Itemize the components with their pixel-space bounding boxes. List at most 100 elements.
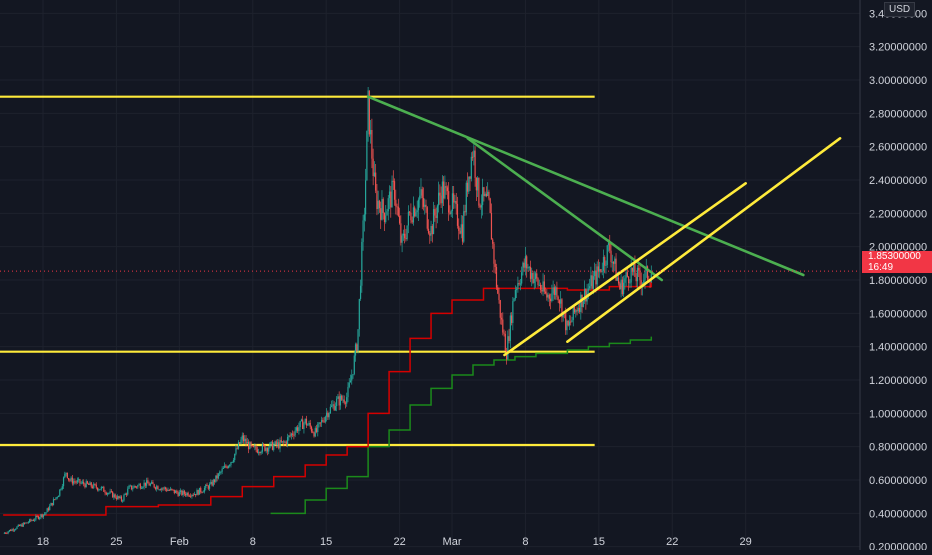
- candle-body: [84, 484, 86, 488]
- trendline: [466, 137, 664, 282]
- candle-body: [307, 424, 309, 426]
- candle-body: [105, 493, 107, 495]
- candle-body: [323, 421, 325, 423]
- fast-moving-average-line: [3, 281, 653, 516]
- candle-body: [132, 488, 134, 490]
- candle-body: [344, 402, 347, 404]
- countdown-timer: 16:49: [868, 262, 894, 273]
- candle-body: [318, 422, 320, 425]
- candle-body: [328, 413, 330, 418]
- candle-body: [50, 502, 52, 506]
- candle-body: [120, 496, 123, 501]
- candle-body: [576, 310, 578, 312]
- trendlines[interactable]: [366, 95, 842, 357]
- y-tick-label: 1.00000000: [869, 408, 927, 420]
- candle-body: [275, 441, 277, 445]
- candle-body: [611, 261, 613, 263]
- y-tick-label: 0.80000000: [869, 442, 927, 454]
- candle-body: [337, 396, 339, 399]
- candle-body: [309, 422, 311, 427]
- candle-body: [314, 428, 316, 437]
- candle-body: [172, 489, 174, 491]
- candle-body: [522, 262, 524, 273]
- candle-body: [439, 192, 441, 196]
- candle-body: [527, 267, 529, 269]
- candle-body: [85, 481, 87, 488]
- candle-body: [541, 289, 543, 292]
- candle-body: [302, 419, 304, 429]
- candle-body: [216, 475, 218, 479]
- candle-body: [600, 269, 602, 272]
- candle-body: [512, 301, 514, 323]
- candle-body: [532, 272, 534, 284]
- horizontal-levels: [0, 95, 595, 447]
- candle-body: [234, 453, 236, 461]
- candle-body: [468, 176, 470, 192]
- candle-body: [509, 315, 511, 341]
- candle-body: [378, 200, 381, 209]
- candle-body: [459, 230, 461, 234]
- candle-body: [276, 442, 279, 445]
- candle-body: [404, 233, 406, 239]
- candle-body: [217, 473, 219, 479]
- candle-body: [186, 492, 188, 496]
- candle-body: [543, 281, 545, 292]
- candle-body: [482, 187, 484, 206]
- candle-body: [625, 272, 627, 279]
- candle-body: [103, 486, 105, 492]
- candle-body: [279, 440, 281, 449]
- candle-body: [382, 199, 384, 213]
- candle-body: [358, 298, 360, 330]
- currency-badge[interactable]: USD: [884, 2, 916, 17]
- candle-body: [356, 344, 358, 351]
- candle-body: [631, 267, 634, 272]
- candle-body: [583, 288, 586, 302]
- candle-body: [60, 489, 62, 491]
- candle-body: [153, 484, 155, 488]
- candle-body: [259, 452, 261, 454]
- candle-body: [415, 212, 417, 217]
- candle-body: [191, 494, 193, 497]
- candle-body: [390, 191, 392, 208]
- candle-body: [293, 434, 295, 436]
- candle-body: [57, 495, 60, 498]
- candle-body: [294, 430, 296, 436]
- candle-body: [196, 490, 198, 496]
- y-tick-label: 2.60000000: [869, 142, 927, 154]
- candle-body: [258, 452, 260, 454]
- candle-body: [643, 280, 645, 284]
- candle-body: [236, 448, 238, 450]
- moving-averages: [3, 281, 653, 516]
- candle-body: [602, 257, 605, 271]
- candle-body: [263, 444, 265, 446]
- candle-body: [99, 489, 101, 491]
- candle-body: [398, 215, 401, 224]
- candle-body: [332, 404, 334, 406]
- candle-body: [537, 278, 539, 286]
- candle-body: [130, 485, 133, 490]
- candle-body: [365, 180, 367, 215]
- candle-body: [269, 442, 271, 448]
- candle-body: [494, 263, 496, 267]
- candle-body: [69, 479, 71, 481]
- candle-body: [595, 270, 597, 285]
- candle-body: [490, 212, 493, 240]
- candle-body: [396, 206, 398, 208]
- candle-body: [516, 289, 518, 291]
- candle-body: [395, 199, 397, 207]
- candle-body: [317, 424, 319, 432]
- candle-body: [405, 238, 407, 240]
- candle-body: [15, 528, 17, 530]
- candle-body: [568, 321, 571, 326]
- candle-body: [407, 211, 409, 226]
- candle-body: [607, 242, 610, 246]
- x-tick-label: Feb: [170, 536, 189, 548]
- candle-body: [107, 493, 109, 495]
- candle-body: [589, 286, 591, 289]
- candle-body: [8, 530, 11, 532]
- candle-body: [521, 272, 523, 284]
- candle-body: [56, 497, 58, 499]
- y-tick-label: 2.00000000: [869, 242, 927, 254]
